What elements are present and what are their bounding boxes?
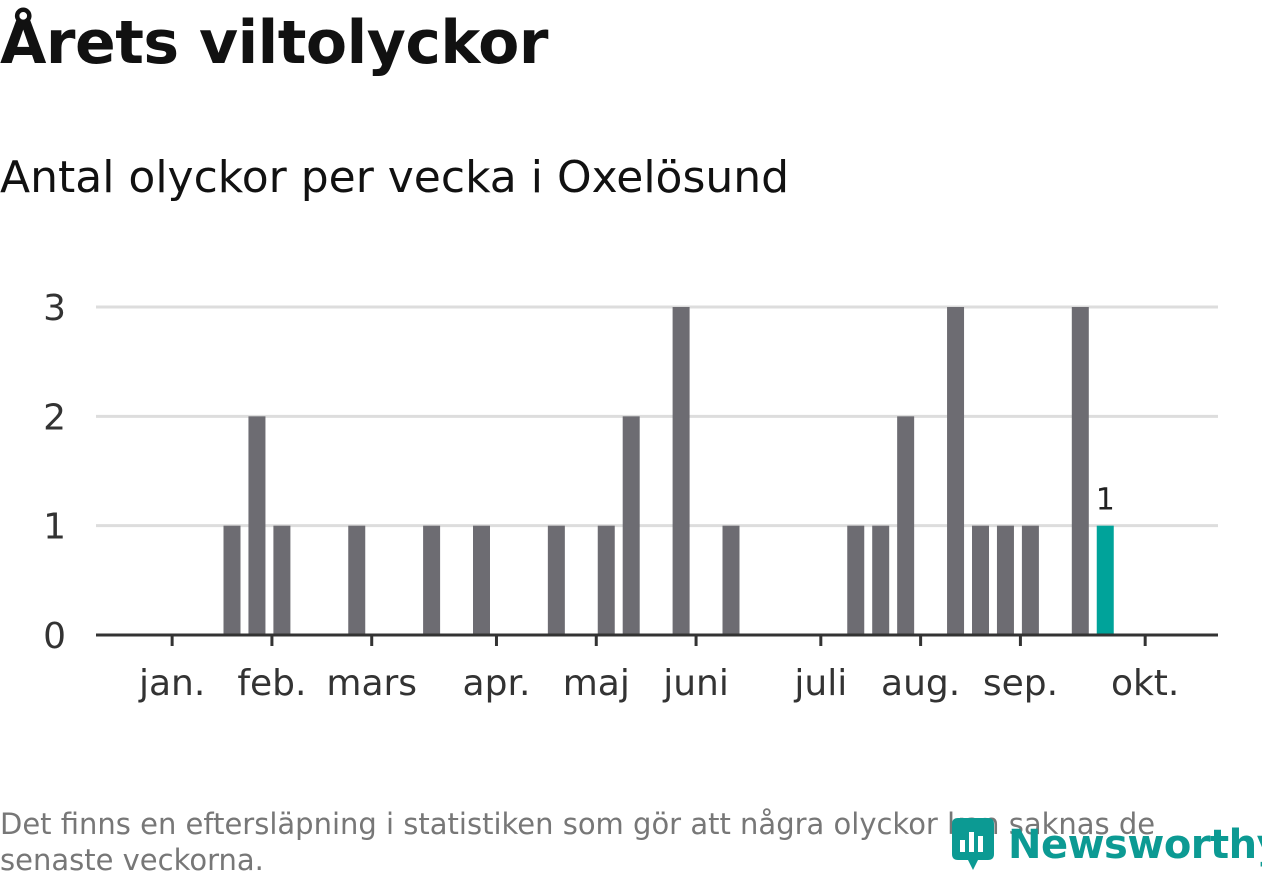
bar <box>947 307 965 635</box>
y-tick-label: 0 <box>43 616 66 657</box>
x-tick-label: sep. <box>983 663 1058 704</box>
x-tick-label: juli <box>793 663 847 704</box>
data-label: 1 <box>1096 483 1115 518</box>
newsworthy-logo-icon <box>952 818 994 870</box>
y-tick-label: 1 <box>43 507 66 548</box>
x-tick-label: jan. <box>138 663 205 704</box>
y-tick-label: 2 <box>43 397 66 438</box>
x-tick-label: aug. <box>881 663 960 704</box>
bar <box>423 525 441 635</box>
bar-highlight <box>1096 525 1114 635</box>
bar <box>622 416 640 635</box>
chart-subtitle: Antal olyckor per vecka i Oxelösund <box>0 152 790 203</box>
bar <box>273 525 291 635</box>
bar <box>547 525 565 635</box>
x-tick-label: maj <box>563 663 630 704</box>
y-axis-ticks: 0 1 2 3 <box>43 288 66 657</box>
bar <box>847 525 865 635</box>
bar <box>597 525 615 635</box>
bar <box>473 525 490 635</box>
bar <box>996 525 1014 635</box>
brand-name: Newsworthy <box>1008 822 1262 868</box>
x-tick-label: apr. <box>463 663 531 704</box>
data-labels: 1 <box>1096 483 1115 518</box>
bars <box>223 307 1114 635</box>
bar <box>672 307 690 635</box>
bar <box>248 416 266 635</box>
y-tick-label: 3 <box>43 288 66 329</box>
x-tick-label: juni <box>662 663 729 704</box>
x-tick-label: feb. <box>237 663 306 704</box>
x-axis: jan. feb. mars apr. maj juni juli aug. sep. okt. <box>96 633 1218 704</box>
bar <box>1071 307 1089 635</box>
brand-logo: Newsworthy <box>948 812 1262 878</box>
bar <box>722 525 740 635</box>
bar <box>872 525 890 635</box>
bar <box>972 525 989 635</box>
bar <box>223 525 241 635</box>
x-tick-label: okt. <box>1111 663 1179 704</box>
bar <box>1021 525 1039 635</box>
chart-title: Årets viltolyckor <box>0 8 549 78</box>
bar <box>897 416 915 635</box>
bar <box>348 525 366 635</box>
x-tick-label: mars <box>326 663 417 704</box>
